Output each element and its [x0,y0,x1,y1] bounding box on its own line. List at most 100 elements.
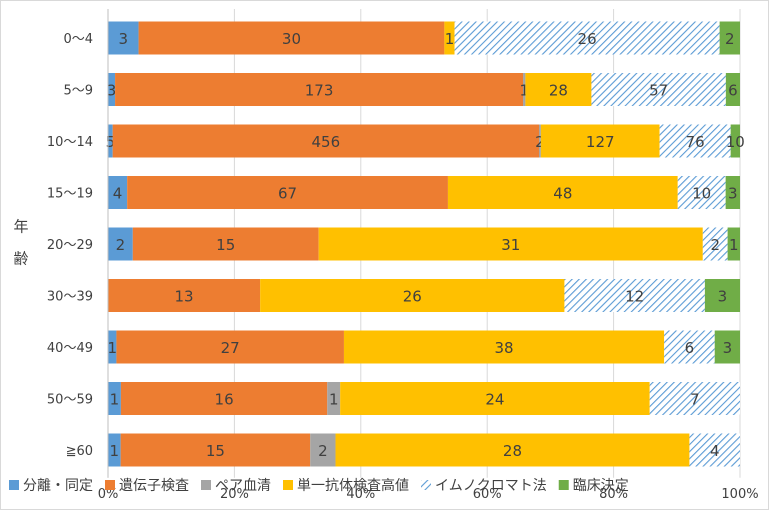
y-axis-label-char: 年 [13,217,28,235]
data-label: 57 [649,82,668,100]
bar-segment [677,176,726,209]
bar-segment [704,279,740,312]
bar-segment [120,382,328,415]
bar-segment [108,176,128,209]
bars: 3 30 1 26 23 173 1 28 57 65 456 2 127 76 104 67 48 10 32 15… [106,21,745,467]
bar-segment [730,124,740,158]
category-label: 0～4 [63,32,93,47]
data-label: 38 [495,339,514,357]
data-label: 31 [501,236,520,254]
bar-segment [327,382,341,415]
data-label: 3 [119,30,129,48]
bar-segment [138,21,445,55]
data-label: 3 [723,339,733,357]
data-label: 48 [553,185,572,203]
bar-segment [540,124,660,158]
data-label: 7 [690,391,700,409]
bar-segment [454,21,720,55]
data-label: 13 [175,288,194,306]
data-label: 10 [692,185,711,203]
bar-segment [335,433,690,467]
data-label: 127 [586,133,615,151]
category-label: 50～59 [47,393,93,408]
bar-segment [343,330,665,364]
legend-swatch [105,480,115,490]
x-tick-label: 80% [599,487,628,502]
data-label: 1 [519,82,529,100]
bar-segment [108,433,121,467]
category-label: 40～49 [47,341,93,356]
bar-segment [340,382,650,415]
category-label: 15～19 [47,187,93,202]
legend-label: ペア血清 [215,478,271,494]
data-label: 5 [106,133,116,151]
bar-segment [108,227,133,261]
data-label: 1 [107,339,117,357]
data-label: 3 [107,82,117,100]
data-label: 27 [221,339,240,357]
data-label: 1 [445,30,455,48]
data-label: 2 [725,30,735,48]
data-label: 28 [549,82,568,100]
x-tick-label: 0% [98,487,119,502]
bar-segment [538,124,541,158]
legend-label: 分離・同定 [23,477,93,494]
data-label: 28 [503,442,522,460]
bar-segment [725,176,740,209]
legend-swatch [558,480,569,490]
bar-segment [132,227,319,261]
bar-segment [649,382,740,415]
bar-segment [318,227,703,261]
bar-segment [108,124,113,158]
bar-segment [108,73,116,106]
data-label: 15 [206,442,225,460]
data-label: 24 [485,391,504,409]
bar-segment [112,124,539,158]
data-label: 1 [110,442,120,460]
data-label: 2 [116,236,126,254]
data-label: 4 [710,442,720,460]
data-label: 12 [625,288,644,306]
category-label: 30～39 [47,290,93,305]
bar-segment [523,73,526,106]
data-label: 2 [710,236,720,254]
bar-segment [727,227,740,261]
data-label: 1 [729,236,739,254]
category-label: 20～29 [47,238,93,253]
data-label: 76 [686,133,705,151]
data-label: 26 [578,30,597,48]
bar-segment [714,330,740,364]
data-label: 10 [726,133,745,151]
data-label: 456 [312,133,341,151]
legend-label: 単一抗体検査高値 [297,477,409,494]
bar-segment [116,330,344,364]
bar-segment [120,433,311,467]
x-tick-label: 60% [473,487,502,502]
legend-label: 臨床決定 [573,478,629,494]
bar-segment [702,227,728,261]
bar-segment [310,433,336,467]
data-label: 26 [403,288,422,306]
data-label: 15 [216,236,235,254]
bar-segment [108,279,261,312]
legend-swatch [9,480,19,490]
bar-segment [108,382,121,415]
bar-segment [719,21,740,55]
bar-segment [689,433,740,467]
data-label: 6 [685,339,695,357]
bar-segment [664,330,715,364]
y-axis-label-char: 齢 [13,249,28,267]
x-tick-label: 100% [721,487,758,502]
data-label: 67 [278,185,297,203]
data-label: 30 [282,30,301,48]
bar-segment [444,21,455,55]
bar-segment [108,21,139,55]
axes: 0% 20% 40% 60% 80% 100% 0～4 5～9 10～14 15～19 20～29 3… [13,9,759,502]
bar-segment [260,279,565,312]
category-label: 10～14 [47,135,93,150]
bar-segment [115,73,524,106]
legend-label: 遺伝子検査 [119,478,189,494]
bar-segment [591,73,726,106]
